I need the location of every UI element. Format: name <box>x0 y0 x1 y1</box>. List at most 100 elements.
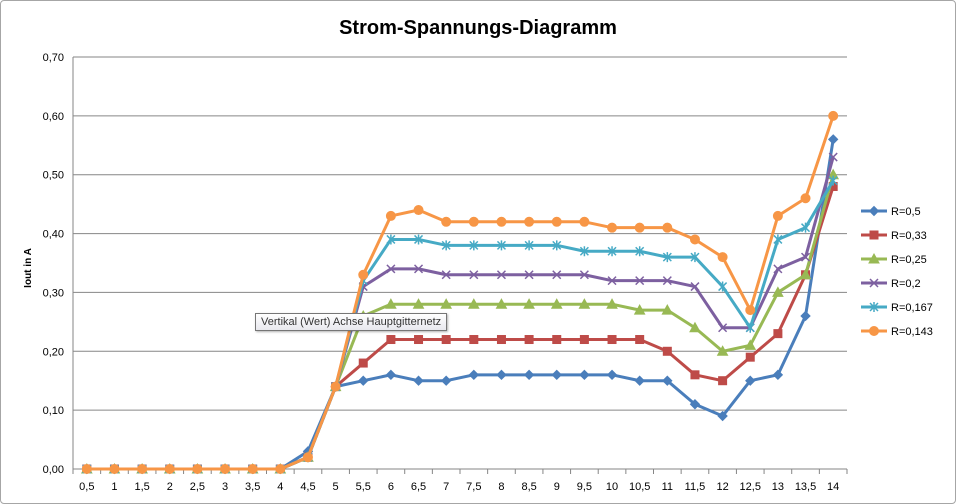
data-point <box>220 464 231 474</box>
data-point <box>800 193 811 204</box>
data-point <box>662 252 672 263</box>
series-line <box>86 156 835 471</box>
data-point <box>358 269 369 280</box>
data-point <box>468 216 479 227</box>
data-point <box>496 335 506 345</box>
data-point <box>799 268 812 280</box>
data-point <box>496 369 507 381</box>
data-point <box>551 369 562 381</box>
data-point <box>773 329 783 339</box>
data-point <box>440 375 452 386</box>
data-point <box>441 216 452 227</box>
data-point <box>302 452 313 463</box>
data-point <box>386 335 396 345</box>
legend-entry[interactable]: R=0,167 <box>861 302 933 314</box>
x-tick-label: 6 <box>388 481 394 493</box>
legend-entry[interactable]: R=0,143 <box>861 326 933 338</box>
y-tick-label: 0,40 <box>43 229 64 241</box>
data-point <box>523 369 535 381</box>
data-point <box>552 240 562 251</box>
data-point <box>81 464 92 474</box>
y-tick-label: 0,60 <box>43 111 64 123</box>
axes: 0,000,100,200,300,400,500,600,700,5 1 1,5 2… <box>43 52 848 493</box>
legend-marker <box>869 278 879 288</box>
data-point <box>745 352 755 362</box>
data-point <box>385 369 397 381</box>
data-point <box>414 264 424 274</box>
series-4 <box>82 152 838 474</box>
legend-entry[interactable]: R=0,2 <box>861 278 921 290</box>
data-point <box>690 370 700 380</box>
legend-entry[interactable]: R=0,33 <box>861 230 927 242</box>
data-point <box>524 335 534 345</box>
y-axis-label: Iout in A <box>23 248 34 288</box>
data-point <box>606 369 618 381</box>
data-point <box>607 335 617 345</box>
data-point <box>385 210 396 221</box>
data-point <box>689 321 701 333</box>
data-point <box>579 270 589 280</box>
data-point <box>414 234 424 245</box>
y-tick-label: 0,30 <box>43 287 64 299</box>
data-point <box>469 335 479 345</box>
data-point <box>661 304 674 315</box>
data-point <box>717 252 728 263</box>
data-point <box>634 375 645 386</box>
data-point <box>109 464 120 474</box>
data-point <box>467 298 480 309</box>
data-point <box>552 270 562 280</box>
legend-marker <box>868 252 880 264</box>
data-point <box>772 369 784 381</box>
data-point <box>690 282 700 292</box>
data-point <box>828 152 838 162</box>
series-6 <box>81 110 839 474</box>
tooltip: Vertikal (Wert) Achse Hauptgitternetz <box>255 313 448 331</box>
legend-label: R=0,2 <box>891 278 921 290</box>
data-point <box>440 298 453 309</box>
data-point <box>579 369 590 381</box>
data-point <box>550 298 563 309</box>
data-point <box>689 234 700 245</box>
data-point <box>745 375 756 386</box>
data-point <box>828 110 839 121</box>
legend-marker <box>869 326 879 336</box>
legend-marker <box>869 302 879 312</box>
data-point <box>718 281 728 292</box>
legend-label: R=0,5 <box>891 206 921 218</box>
data-point <box>662 222 673 233</box>
legend-entry[interactable]: R=0,25 <box>861 252 927 266</box>
x-tick-label: 12,5 <box>740 481 761 493</box>
data-point <box>801 252 811 262</box>
data-point <box>386 264 396 274</box>
data-point <box>412 298 425 309</box>
x-tick-label: 7,5 <box>466 481 481 493</box>
data-point <box>551 216 562 227</box>
x-tick-label: 5 <box>333 481 339 493</box>
data-point <box>718 376 728 386</box>
data-point <box>441 270 451 280</box>
y-tick-label: 0,10 <box>43 405 64 417</box>
x-tick-label: 5,5 <box>356 481 371 493</box>
x-tick-label: 4,5 <box>300 481 315 493</box>
data-point <box>413 205 424 216</box>
legend[interactable]: R=0,5 R=0,33 R=0,25 R=0,2 R=0,167 R=0,143 <box>861 205 933 338</box>
data-point <box>414 335 424 345</box>
legend-entry[interactable]: R=0,5 <box>861 205 921 218</box>
data-point <box>496 240 506 251</box>
data-point <box>469 270 479 280</box>
data-point <box>827 134 839 145</box>
data-point <box>716 345 729 356</box>
data-point <box>635 246 645 257</box>
data-point <box>800 310 811 322</box>
legend-label: R=0,33 <box>891 230 927 242</box>
x-tick-label: 14 <box>827 481 839 493</box>
legend-marker <box>869 230 879 240</box>
data-point <box>137 464 148 474</box>
data-point <box>358 375 369 386</box>
data-point <box>496 216 507 227</box>
y-tick-label: 0,70 <box>43 52 64 64</box>
x-tick-label: 8,5 <box>521 481 536 493</box>
x-tick-label: 3 <box>222 481 228 493</box>
